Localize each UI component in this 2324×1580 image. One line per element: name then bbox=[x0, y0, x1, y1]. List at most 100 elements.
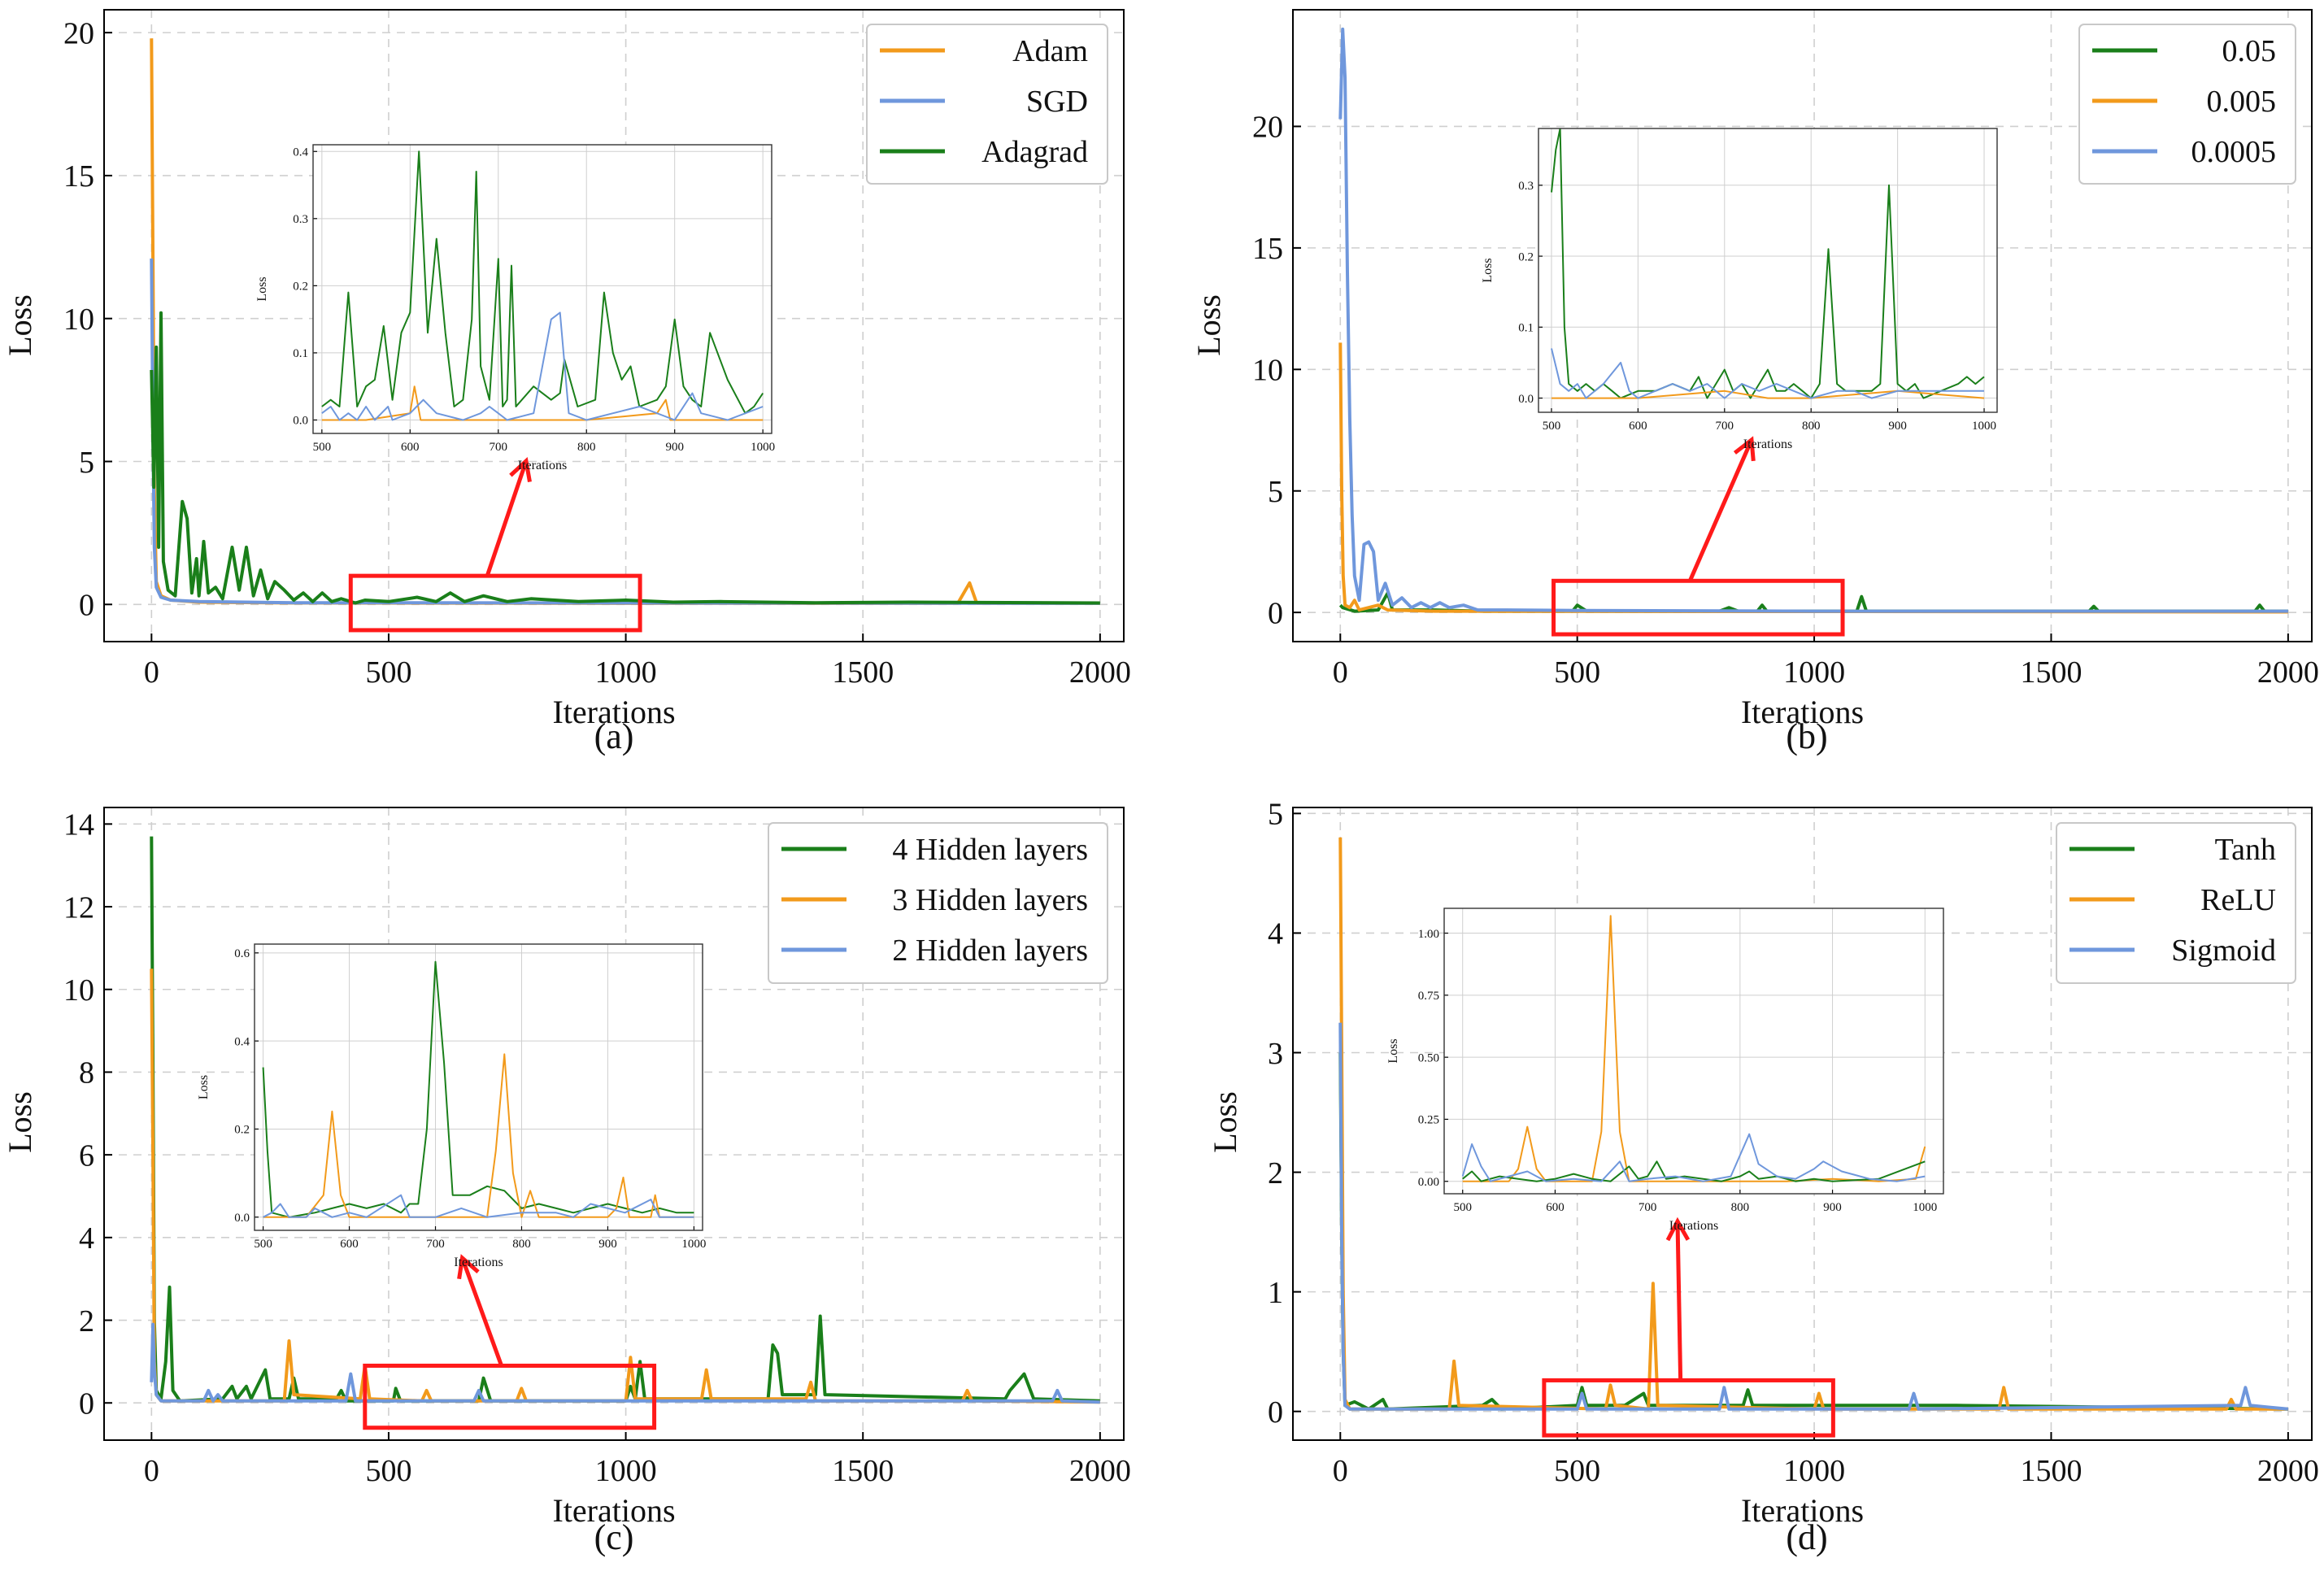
panel-a-xtick-label: 1000 bbox=[595, 655, 657, 690]
panel-d-frame bbox=[1292, 807, 2313, 1441]
panel-d-ytick-label: 5 bbox=[1268, 798, 1283, 832]
panel-d-inset-ytick-label: 0.00 bbox=[1418, 1176, 1439, 1189]
panel-a-zoom-box bbox=[348, 573, 642, 633]
panel-b-zoom-arrow-head bbox=[1733, 436, 1756, 462]
panel-d-inset-series-relu bbox=[1462, 915, 1926, 1182]
panel-b-inset-x-label: Iterations bbox=[1743, 437, 1792, 451]
panel-d-series-sigmoid bbox=[1338, 1022, 2289, 1411]
panel-a-legend-frame bbox=[866, 24, 1108, 185]
panel-c-inset-xtick-label: 500 bbox=[254, 1238, 272, 1251]
panel-d-series-group bbox=[1338, 837, 2289, 1411]
panel-b-inset-ytick-label: 0.2 bbox=[1518, 250, 1534, 263]
panel-b-legend-frame bbox=[2078, 24, 2296, 185]
panel-c-legend-label: 4 Hidden layers bbox=[892, 833, 1088, 867]
panel-d-ytick-label: 0 bbox=[1268, 1395, 1283, 1430]
panel-b-x-axis-label: Iterations bbox=[1741, 694, 1864, 730]
panel-a-xtick-label: 500 bbox=[365, 655, 411, 690]
panel-a-series-adagrad bbox=[150, 311, 1100, 605]
panel-a-xtick-label: 0 bbox=[144, 655, 159, 690]
panel-c-ytick-label: 14 bbox=[63, 808, 94, 842]
panel-c-zoom-arrow-head bbox=[457, 1254, 480, 1280]
panel-c-inset-xtick-label: 600 bbox=[340, 1238, 359, 1251]
panel-a-inset-y-label: Loss bbox=[255, 276, 269, 301]
panel-d-legend-label: ReLU bbox=[2200, 883, 2276, 917]
panel-a-inset-xtick-label: 1000 bbox=[751, 441, 775, 454]
panel-c-zoom-arrow-shaft bbox=[462, 1261, 504, 1367]
panel-d: 0 500 1000 1500 2000 0 1 2 3 4 5 Iterations Loss (d) 5… bbox=[1207, 798, 2319, 1557]
panel-d-inset-y-label: Loss bbox=[1386, 1038, 1400, 1063]
panel-a-inset-ytick-label: 0.4 bbox=[293, 146, 308, 159]
panel-b-legend-label: 0.0005 bbox=[2191, 135, 2277, 169]
panel-b-inset-xtick-label: 500 bbox=[1543, 420, 1561, 433]
panel-b-inset-series-group bbox=[1551, 128, 1985, 399]
panel-b-legend-label: 0.05 bbox=[2222, 34, 2277, 68]
panel-d-inset-xtick-label: 900 bbox=[1823, 1201, 1842, 1214]
panel-b-inset-y-label: Loss bbox=[1481, 258, 1495, 282]
panel-d-legend-label: Sigmoid bbox=[2171, 934, 2276, 968]
panel-a-inset-series-group bbox=[321, 150, 764, 421]
panel-c-xtick-label: 500 bbox=[365, 1454, 411, 1488]
panel-b-inset-xtick-label: 700 bbox=[1716, 420, 1734, 433]
panel-b-xtick-label: 2000 bbox=[2257, 655, 2319, 690]
panel-b-ytick-label: 5 bbox=[1268, 475, 1283, 509]
panel-c: 0 500 1000 1500 2000 0 2 4 6 8 10 12 14 Iterations Los… bbox=[2, 807, 1131, 1557]
panel-b-ytick-label: 10 bbox=[1252, 354, 1283, 388]
panel-d-xtick-label: 500 bbox=[1554, 1454, 1600, 1488]
panel-b-frame bbox=[1292, 9, 2313, 642]
panel-c-legend-frame bbox=[768, 822, 1108, 984]
panel-a-inset-ytick-label: 0.0 bbox=[293, 415, 308, 428]
panel-c-inset-xtick-label: 1000 bbox=[681, 1238, 706, 1251]
panel-b-legend-label: 0.005 bbox=[2207, 85, 2277, 119]
panel-a-zoom-arrow-head bbox=[509, 457, 532, 483]
panel-d-inset-frame bbox=[1443, 908, 1944, 1195]
panel-c-frame bbox=[103, 807, 1125, 1441]
panel-c-inset-series-3-hidden-layers bbox=[263, 1053, 694, 1218]
panel-d-ytick-label: 4 bbox=[1268, 917, 1283, 951]
panel-b-xtick-label: 500 bbox=[1554, 655, 1600, 690]
panel-d-zoom-arrow-shaft bbox=[1675, 1225, 1683, 1381]
panel-b-inset-plot-area bbox=[1538, 128, 1997, 412]
panel-a-caption: (a) bbox=[594, 716, 634, 756]
panel-a-xtick-label: 1500 bbox=[832, 655, 894, 690]
panel-d-inset-xtick-label: 1000 bbox=[1913, 1201, 1937, 1214]
panel-c-ytick-label: 8 bbox=[79, 1056, 94, 1090]
panel-a-inset-series-adam bbox=[321, 385, 764, 421]
panel-a-ytick-label: 5 bbox=[79, 446, 94, 480]
panel-c-xtick-label: 0 bbox=[144, 1454, 159, 1488]
panel-d-inset: 500 600 700 800 900 1000 0.00 0.25 0.50 0.75 1.00 I… bbox=[1386, 908, 1944, 1233]
panel-b-inset-xtick-label: 1000 bbox=[1972, 420, 1996, 433]
panel-c-ytick-label: 10 bbox=[63, 973, 94, 1008]
panel-c-xtick-label: 2000 bbox=[1069, 1454, 1131, 1488]
panel-d-inset-xtick-label: 500 bbox=[1453, 1201, 1472, 1214]
panel-d-zoom-box bbox=[1542, 1378, 1835, 1438]
panel-d-xtick-label: 1500 bbox=[2020, 1454, 2082, 1488]
panel-b-ytick-label: 20 bbox=[1252, 111, 1283, 145]
panel-c-inset-frame bbox=[254, 943, 703, 1231]
panel-c-ytick-label: 2 bbox=[79, 1304, 94, 1338]
panel-b-legend: 0.05 0.005 0.0005 bbox=[2078, 24, 2296, 185]
panel-d-inset-ytick-label: 1.00 bbox=[1418, 928, 1439, 941]
panel-a-inset-xtick-label: 800 bbox=[577, 441, 596, 454]
panel-c-inset-plot-area bbox=[255, 944, 703, 1230]
panel-d-xtick-label: 2000 bbox=[2257, 1454, 2319, 1488]
panel-d-inset-ytick-label: 0.50 bbox=[1418, 1051, 1439, 1064]
panel-c-inset-xtick-label: 700 bbox=[426, 1238, 445, 1251]
panel-b-xtick-label: 1000 bbox=[1783, 655, 1845, 690]
panel-a-inset-xtick-label: 600 bbox=[401, 441, 420, 454]
panel-d-inset-plot-area bbox=[1444, 908, 1943, 1194]
panel-c-inset-x-label: Iterations bbox=[454, 1256, 503, 1269]
panel-a-legend: Adam SGD Adagrad bbox=[866, 24, 1108, 185]
panel-c-series-group bbox=[150, 836, 1100, 1404]
panel-a-ytick-label: 15 bbox=[63, 159, 94, 194]
panel-c-inset-series-2-hidden-layers bbox=[263, 1194, 694, 1218]
panel-d-legend-label: Tanh bbox=[2215, 833, 2276, 867]
panel-c-inset-series-group bbox=[262, 960, 694, 1218]
panel-a-series-group bbox=[150, 38, 1100, 605]
panel-d-ytick-label: 1 bbox=[1268, 1276, 1283, 1310]
panel-d-inset-xtick-label: 700 bbox=[1639, 1201, 1657, 1214]
panel-c-inset-xtick-label: 900 bbox=[598, 1238, 617, 1251]
panel-b-zoom-box bbox=[1552, 578, 1845, 637]
panel-b-inset-ytick-label: 0.1 bbox=[1518, 322, 1534, 335]
panel-a-x-axis-label: Iterations bbox=[552, 694, 675, 730]
panel-c-zoom-box bbox=[363, 1363, 657, 1430]
